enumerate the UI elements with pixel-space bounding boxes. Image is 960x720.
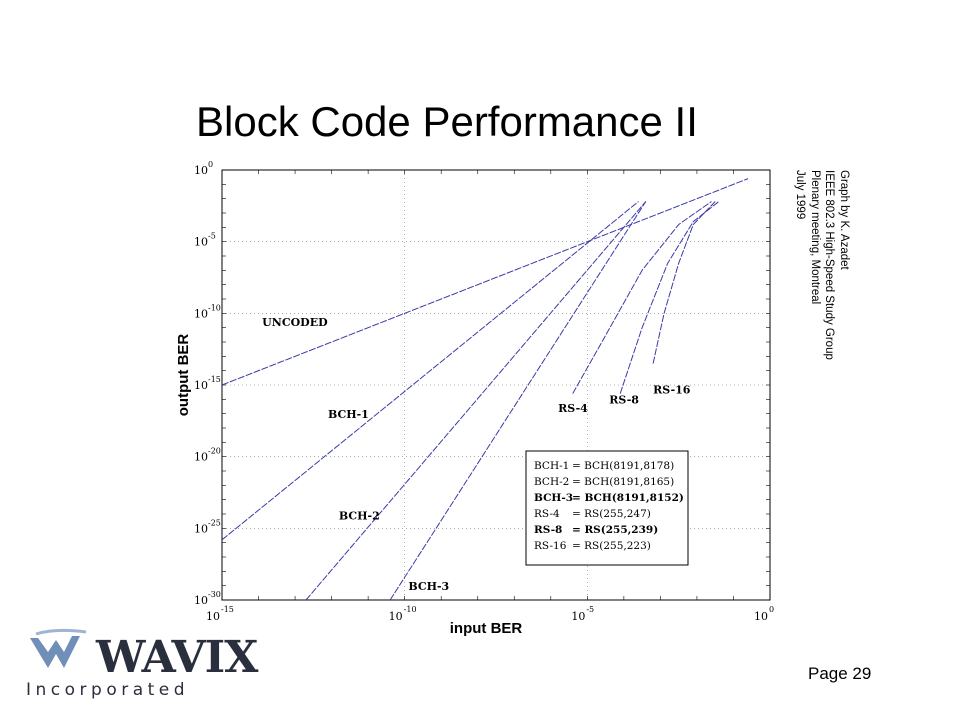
y-tick-label-exponent: -30: [208, 590, 221, 599]
y-tick-label: 10: [194, 379, 208, 392]
x-tick-label: 10: [206, 610, 220, 623]
legend-entry-definition: = BCH(8191,8178): [572, 460, 674, 472]
series-line-bch-3: [389, 201, 647, 601]
x-axis-title: input BER: [450, 620, 523, 637]
y-tick-label-exponent: -20: [208, 447, 221, 456]
series-label-rs-8: RS-8: [609, 394, 639, 407]
slide-title: Block Code Performance II: [196, 98, 698, 145]
series-line-bch-1: [221, 201, 639, 541]
x-tick-label: 10: [571, 610, 585, 623]
credit-line: Plenary meeting, Montreal: [809, 170, 821, 305]
series-label-uncoded: UNCODED: [262, 316, 328, 329]
series-label-rs-4: RS-4: [558, 402, 588, 415]
y-axis-title: output BER: [175, 334, 192, 417]
x-tick-label-exponent: -5: [586, 605, 594, 614]
y-tick-label-exponent: -5: [208, 232, 216, 241]
logo-subtitle: Incorporated: [26, 680, 190, 700]
credit-line: IEEE 802.3 High-Speed Study Group: [823, 170, 836, 360]
series-line-uncoded: [221, 178, 749, 386]
legend-entry-definition: = RS(255,239): [572, 524, 658, 536]
series-label-rs-16: RS-16: [653, 384, 691, 397]
page-number: Page 29: [808, 664, 872, 683]
legend-entry-code: BCH-2: [534, 476, 569, 488]
legend-entry-code: RS-4: [534, 508, 560, 520]
legend-entry-definition: = RS(255,223): [572, 540, 651, 552]
x-tick-label-exponent: -15: [221, 605, 234, 614]
legend-entry-code: RS-16: [534, 540, 567, 552]
y-tick-label-exponent: -25: [208, 518, 221, 527]
y-tick-label: 10: [194, 164, 208, 177]
y-tick-label: 10: [194, 236, 208, 249]
legend-entry-definition: = BCH(8191,8152): [572, 492, 684, 504]
legend-entry-code: BCH-1: [534, 460, 569, 472]
series-line-rs-16: [652, 201, 716, 364]
y-tick-label-exponent: 0: [208, 160, 213, 169]
logo-swoosh-icon: [30, 628, 87, 668]
logo-wordmark: WAVIX: [96, 632, 258, 683]
x-tick-label-exponent: -10: [404, 605, 417, 614]
legend-box: [525, 450, 689, 566]
y-tick-label: 10: [194, 307, 208, 320]
series-label-bch-2: BCH-2: [339, 510, 380, 523]
credit-line: Graph by K. Azadet: [838, 170, 850, 270]
y-tick-label: 10: [194, 594, 208, 607]
x-tick-label-exponent: 0: [769, 605, 774, 614]
legend-entry-code: BCH-3: [534, 492, 573, 504]
series-line-rs-4: [572, 201, 712, 394]
legend-entry-code: RS-8: [534, 524, 562, 536]
graph-credit: Graph by K. Azadet IEEE 802.3 High-Speed…: [791, 170, 851, 400]
y-tick-label-exponent: -10: [208, 303, 221, 312]
company-logo: WAVIX Incorporated: [26, 628, 258, 700]
y-tick-label: 10: [194, 451, 208, 464]
series-label-bch-3: BCH-3: [408, 580, 449, 593]
x-tick-label: 10: [389, 610, 403, 623]
legend-entry-definition: = BCH(8191,8165): [572, 476, 674, 488]
y-tick-label-exponent: -15: [208, 375, 221, 384]
legend-entry-definition: = RS(255,247): [572, 508, 651, 520]
y-tick-label: 10: [194, 522, 208, 535]
credit-line: July 1999: [794, 170, 807, 220]
series-line-bch-2: [305, 201, 647, 601]
x-tick-label: 10: [754, 610, 768, 623]
series-label-bch-1: BCH-1: [328, 408, 369, 421]
